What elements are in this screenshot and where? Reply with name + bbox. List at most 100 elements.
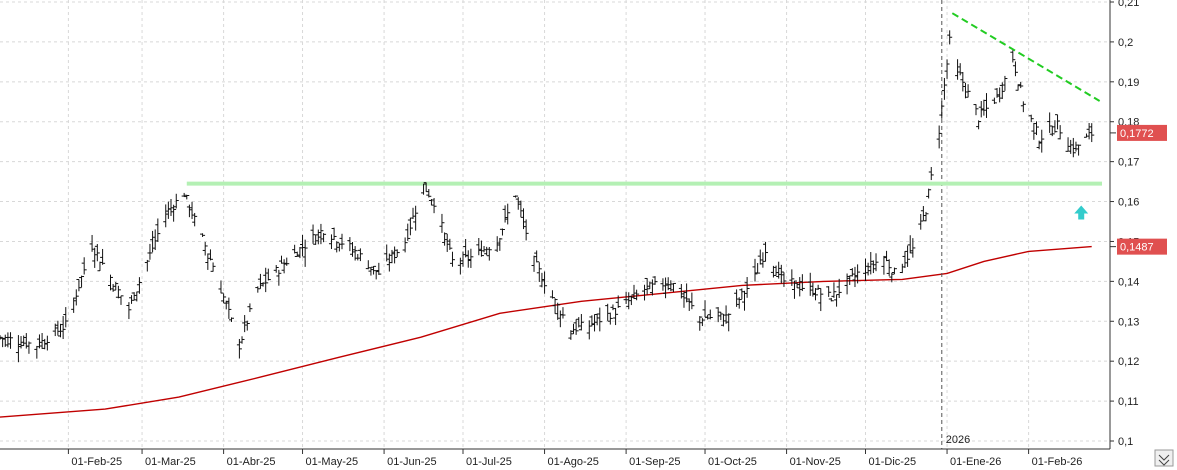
ohlc-bar (499, 228, 505, 236)
ohlc-bar (79, 275, 85, 288)
ohlc-bar (457, 257, 463, 275)
ohlc-bar (736, 297, 742, 309)
ohlc-bar (229, 317, 235, 322)
ohlc-bar (239, 336, 245, 344)
ohlc-bar (763, 241, 769, 262)
ohlc-bar (884, 250, 890, 262)
ohlc-bar (642, 284, 648, 301)
x-tick-label: 01-Nov-25 (790, 456, 841, 468)
ohlc-bar (776, 261, 782, 279)
ohlc-bar (292, 244, 298, 254)
ohlc-bar (865, 262, 871, 276)
ohlc-bar (439, 213, 445, 233)
ohlc-bar (910, 238, 916, 258)
ohlc-bar (623, 291, 629, 304)
ohlc-bar (136, 277, 142, 294)
ohlc-bar (1055, 114, 1061, 130)
ohlc-bar (886, 259, 892, 277)
ohlc-bar (826, 286, 832, 297)
ohlc-bar (94, 244, 100, 262)
ohlc-bar (594, 313, 600, 326)
ohlc-bar (1057, 125, 1063, 140)
x-tick-label: 01-Feb-26 (1032, 456, 1083, 468)
ohlc-bar (920, 206, 926, 221)
ohlc-bar (523, 219, 529, 241)
ohlc-bar (918, 214, 924, 230)
ohlc-bar (100, 248, 106, 265)
moving-average-line (0, 245, 1092, 418)
ohlc-bar (668, 280, 674, 292)
ohlc-bar (755, 263, 761, 274)
ohlc-bar (705, 314, 711, 320)
ohlc-bar (465, 250, 471, 268)
ohlc-bar (855, 264, 861, 284)
ohlc-bar (115, 285, 121, 299)
ohlc-bar (15, 335, 21, 363)
ohlc-bar (447, 238, 453, 250)
ohlc-bar (42, 338, 48, 350)
ohlc-bar (336, 243, 342, 252)
y-tick-label: 0,1 (1118, 436, 1133, 448)
ohlc-bar (184, 194, 190, 200)
ohlc-bar (181, 192, 187, 198)
ohlc-bar (352, 246, 358, 261)
ohlc-bar (797, 277, 803, 297)
ohlc-bar (844, 273, 850, 295)
ohlc-bar (613, 307, 619, 326)
ohlc-bar (534, 250, 540, 263)
ohlc-bar (73, 289, 79, 306)
ohlc-bar (905, 245, 911, 267)
ohlc-bar (891, 267, 897, 275)
price-badge-label: 0,1772 (1120, 128, 1154, 140)
ohlc-bar (21, 335, 27, 346)
ohlc-bar (392, 246, 398, 264)
ohlc-bar (144, 259, 150, 272)
ohlc-bar (486, 247, 492, 261)
ohlc-bar (568, 330, 574, 340)
ohlc-bar (163, 204, 169, 228)
ohlc-bar (1031, 122, 1037, 140)
scroll-corner-box[interactable] (1154, 449, 1174, 467)
price-badge (1117, 124, 1167, 141)
ohlc-bar (570, 323, 576, 335)
ohlc-bar (678, 284, 684, 299)
scroll-corner-icon[interactable] (1154, 449, 1174, 467)
ohlc-bar (0, 337, 6, 348)
x-tick-label: 01-Mar-25 (145, 456, 196, 468)
ohlc-bar (497, 237, 503, 251)
ohlc-bar (300, 234, 306, 257)
ohlc-bar (192, 212, 198, 227)
ohlc-bar (610, 304, 616, 311)
ohlc-bar (1089, 123, 1095, 143)
ohlc-bar (1036, 140, 1042, 150)
ohlc-bar (321, 233, 327, 243)
ohlc-bar (813, 288, 819, 301)
ohlc-bar (513, 195, 519, 198)
ohlc-bar (223, 300, 229, 310)
ohlc-bar (660, 278, 666, 291)
ohlc-bar (355, 253, 361, 261)
ohlc-bar (831, 282, 837, 298)
ohlc-bar (957, 63, 963, 76)
ohlc-bar (110, 283, 116, 292)
ohlc-bar (468, 248, 474, 268)
ohlc-bar (218, 280, 224, 294)
ohlc-bar (71, 297, 77, 313)
ohlc-bar (760, 252, 766, 268)
ohlc-bar (607, 312, 613, 325)
ohlc-bar (313, 234, 319, 245)
ohlc-bar (294, 251, 300, 257)
ohlc-bar (1076, 144, 1082, 156)
ohlc-bar (310, 224, 316, 244)
ohlc-bar (1018, 82, 1024, 89)
up-arrow-icon (1074, 205, 1089, 220)
year-marker-label: 2026 (946, 434, 970, 446)
ohlc-bar (810, 282, 816, 297)
ohlc-bar (631, 284, 637, 300)
ohlc-bar (152, 229, 158, 251)
ohlc-bar (521, 208, 527, 230)
ohlc-bar (0, 335, 3, 340)
y-tick-label: 0,19 (1118, 77, 1139, 89)
price-badge-label: 0,1487 (1120, 242, 1154, 254)
